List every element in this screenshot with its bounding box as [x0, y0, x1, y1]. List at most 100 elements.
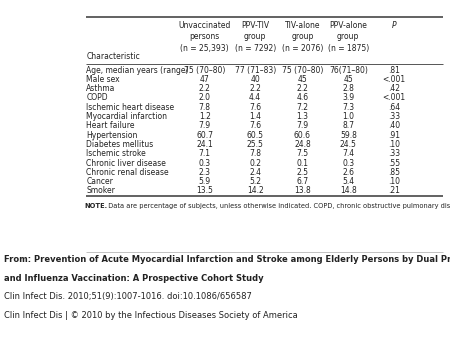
- Text: .33: .33: [388, 112, 400, 121]
- Text: 2.8: 2.8: [342, 84, 354, 93]
- Text: NOTE.: NOTE.: [84, 203, 107, 209]
- Text: Chronic renal disease: Chronic renal disease: [86, 168, 169, 177]
- Text: 7.9: 7.9: [297, 121, 308, 130]
- Text: 0.3: 0.3: [342, 159, 354, 168]
- Text: 40: 40: [250, 75, 260, 84]
- Text: 5.4: 5.4: [342, 177, 354, 186]
- Text: 24.5: 24.5: [340, 140, 357, 149]
- Text: PPV-TIV: PPV-TIV: [241, 21, 269, 30]
- Text: Clin Infect Dis | © 2010 by the Infectious Diseases Society of America: Clin Infect Dis | © 2010 by the Infectio…: [4, 311, 298, 320]
- Text: 7.4: 7.4: [342, 149, 354, 158]
- Text: PPV-alone: PPV-alone: [329, 21, 367, 30]
- Text: .55: .55: [388, 159, 400, 168]
- Text: 7.3: 7.3: [342, 103, 354, 112]
- Text: 0.3: 0.3: [199, 159, 211, 168]
- Text: .85: .85: [388, 168, 400, 177]
- Text: 1.2: 1.2: [199, 112, 211, 121]
- Text: P: P: [392, 21, 396, 30]
- Text: From: Prevention of Acute Myocardial Infarction and Stroke among Elderly Persons: From: Prevention of Acute Myocardial Inf…: [4, 255, 450, 264]
- Text: Myocardial infarction: Myocardial infarction: [86, 112, 167, 121]
- Text: Ischemic heart disease: Ischemic heart disease: [86, 103, 175, 112]
- Text: 4.4: 4.4: [249, 94, 261, 102]
- Text: 7.6: 7.6: [249, 103, 261, 112]
- Text: 2.2: 2.2: [297, 84, 308, 93]
- Text: <.001: <.001: [382, 75, 405, 84]
- Text: (n = 25,393): (n = 25,393): [180, 44, 229, 53]
- Text: 60.7: 60.7: [196, 131, 213, 140]
- Text: 45: 45: [343, 75, 353, 84]
- Text: 2.3: 2.3: [199, 168, 211, 177]
- Text: 24.1: 24.1: [196, 140, 213, 149]
- Text: 24.8: 24.8: [294, 140, 311, 149]
- Text: 0.1: 0.1: [297, 159, 308, 168]
- Text: 45: 45: [297, 75, 307, 84]
- Text: 7.8: 7.8: [199, 103, 211, 112]
- Text: 2.2: 2.2: [199, 84, 211, 93]
- Text: 75 (70–80): 75 (70–80): [184, 66, 225, 75]
- Text: 59.8: 59.8: [340, 131, 357, 140]
- Text: 7.1: 7.1: [199, 149, 211, 158]
- Text: .64: .64: [388, 103, 400, 112]
- Text: 4.6: 4.6: [297, 94, 308, 102]
- Text: (n = 1875): (n = 1875): [328, 44, 369, 53]
- Text: Clin Infect Dis. 2010;51(9):1007-1016. doi:10.1086/656587: Clin Infect Dis. 2010;51(9):1007-1016. d…: [4, 292, 252, 301]
- Text: (n = 2076): (n = 2076): [282, 44, 323, 53]
- Text: Male sex: Male sex: [86, 75, 120, 84]
- Text: and Influenza Vaccination: A Prospective Cohort Study: and Influenza Vaccination: A Prospective…: [4, 274, 264, 283]
- Text: 77 (71–83): 77 (71–83): [234, 66, 276, 75]
- Text: 6.7: 6.7: [297, 177, 308, 186]
- Text: 7.5: 7.5: [297, 149, 308, 158]
- Text: group: group: [244, 32, 266, 42]
- Text: <.001: <.001: [382, 94, 405, 102]
- Text: 7.8: 7.8: [249, 149, 261, 158]
- Text: 75 (70–80): 75 (70–80): [282, 66, 323, 75]
- Text: .42: .42: [388, 84, 400, 93]
- Text: Diabetes mellitus: Diabetes mellitus: [86, 140, 153, 149]
- Text: .91: .91: [388, 131, 400, 140]
- Text: 13.8: 13.8: [294, 187, 311, 195]
- Text: 3.9: 3.9: [342, 94, 354, 102]
- Text: .33: .33: [388, 149, 400, 158]
- Text: 8.7: 8.7: [342, 121, 354, 130]
- Text: 2.0: 2.0: [199, 94, 211, 102]
- Text: 5.2: 5.2: [249, 177, 261, 186]
- Text: 2.4: 2.4: [249, 168, 261, 177]
- Text: 7.2: 7.2: [297, 103, 308, 112]
- Text: group: group: [337, 32, 360, 42]
- Text: .81: .81: [388, 66, 400, 75]
- Text: 60.5: 60.5: [247, 131, 264, 140]
- Text: (n = 7292): (n = 7292): [234, 44, 276, 53]
- Text: group: group: [291, 32, 314, 42]
- Text: Cancer: Cancer: [86, 177, 113, 186]
- Text: Age, median years (range): Age, median years (range): [86, 66, 189, 75]
- Text: .21: .21: [388, 187, 400, 195]
- Text: persons: persons: [189, 32, 220, 42]
- Text: Chronic liver disease: Chronic liver disease: [86, 159, 166, 168]
- Text: 0.2: 0.2: [249, 159, 261, 168]
- Text: 25.5: 25.5: [247, 140, 264, 149]
- Text: Smoker: Smoker: [86, 187, 115, 195]
- Text: .10: .10: [388, 140, 400, 149]
- Text: 5.9: 5.9: [199, 177, 211, 186]
- Text: .40: .40: [388, 121, 400, 130]
- Text: 7.6: 7.6: [249, 121, 261, 130]
- Text: Heart failure: Heart failure: [86, 121, 135, 130]
- Text: 76(71–80): 76(71–80): [329, 66, 368, 75]
- Text: 2.2: 2.2: [249, 84, 261, 93]
- Text: Unvaccinated: Unvaccinated: [179, 21, 231, 30]
- Text: .10: .10: [388, 177, 400, 186]
- Text: 2.6: 2.6: [342, 168, 354, 177]
- Text: 1.4: 1.4: [249, 112, 261, 121]
- Text: 14.2: 14.2: [247, 187, 264, 195]
- Text: Data are percentage of subjects, unless otherwise indicated. COPD, chronic obstr: Data are percentage of subjects, unless …: [104, 203, 450, 209]
- Text: 2.5: 2.5: [297, 168, 308, 177]
- Text: 1.3: 1.3: [297, 112, 308, 121]
- Text: 1.0: 1.0: [342, 112, 354, 121]
- Text: 13.5: 13.5: [196, 187, 213, 195]
- Text: 7.9: 7.9: [199, 121, 211, 130]
- Text: 60.6: 60.6: [294, 131, 311, 140]
- Text: COPD: COPD: [86, 94, 108, 102]
- Text: Ischemic stroke: Ischemic stroke: [86, 149, 146, 158]
- Text: Hypertension: Hypertension: [86, 131, 138, 140]
- Text: Asthma: Asthma: [86, 84, 116, 93]
